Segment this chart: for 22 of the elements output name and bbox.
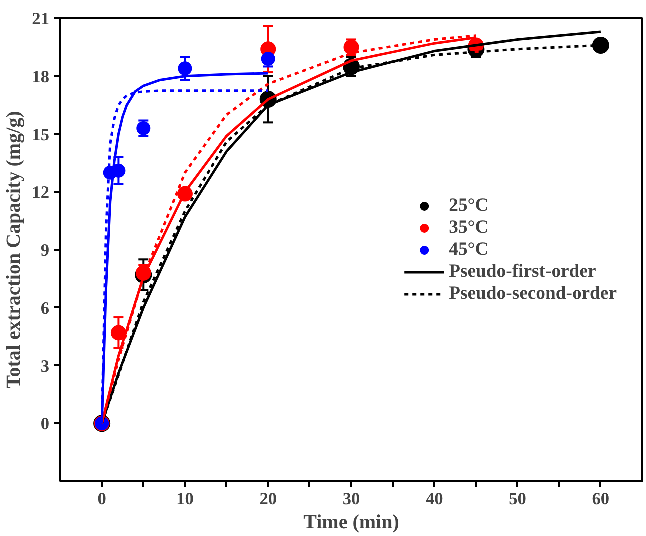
x-tick-label: 20: [260, 490, 278, 508]
y-tick-label: 12: [32, 183, 50, 202]
y-axis-title: Total extraction Capacity (mg/g): [3, 111, 26, 389]
legend-label: Pseudo-second-order: [449, 282, 617, 304]
legend-label: 45°C: [449, 238, 489, 260]
x-axis-title: Time (min): [304, 512, 400, 534]
legend-label: 25°C: [449, 194, 489, 216]
y-tick-label: 6: [40, 298, 50, 318]
y-tick-label: 21: [32, 10, 50, 28]
legend-label: 35°C: [449, 216, 489, 238]
x-tick-label: 30: [342, 490, 360, 508]
x-tick-label: 50: [509, 490, 526, 508]
y-tick-label: 15: [32, 125, 50, 144]
x-tick-label: 40: [426, 490, 444, 508]
y-tick-label: 9: [40, 241, 50, 260]
x-tick-label: 10: [176, 490, 194, 508]
y-tick-label: 0: [40, 414, 50, 434]
legend-label: Pseudo-first-order: [449, 260, 596, 282]
x-tick-label: 0: [98, 490, 106, 508]
y-tick-label: 18: [32, 67, 50, 86]
x-tick-label: 60: [592, 490, 610, 508]
y-tick-label: 3: [40, 356, 50, 376]
